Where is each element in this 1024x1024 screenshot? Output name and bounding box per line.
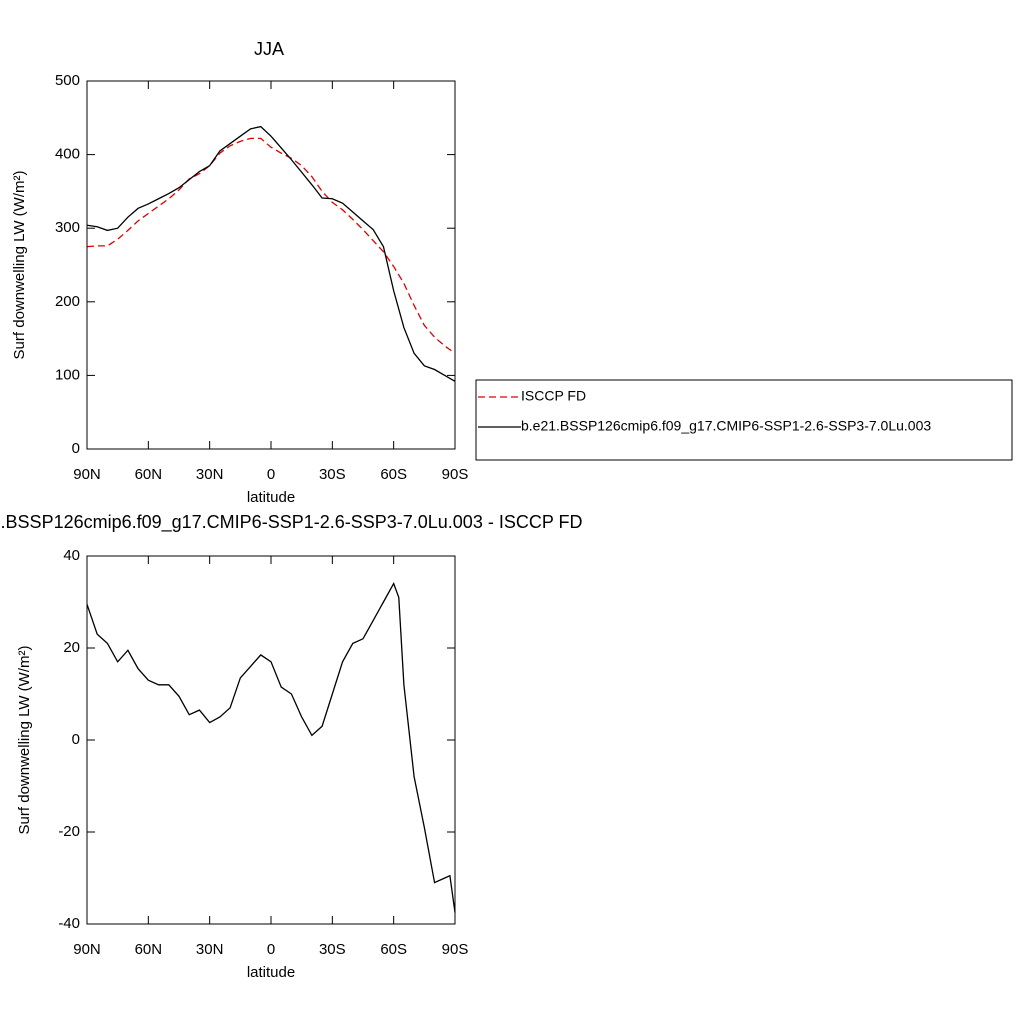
x-tick-label: 60N	[135, 466, 163, 483]
plot-frame	[86, 555, 456, 925]
chart-title: JJA	[254, 39, 284, 59]
x-tick-label: 90S	[442, 941, 469, 958]
y-tick-label: -40	[58, 915, 80, 932]
y-tick-label: 20	[63, 639, 80, 656]
y-tick-label: 40	[63, 547, 80, 564]
x-tick-label: 60S	[380, 466, 407, 483]
x-tick-label: 30N	[196, 466, 224, 483]
legend-label: b.e21.BSSP126cmip6.f09_g17.CMIP6-SSP1-2.…	[521, 418, 931, 434]
x-tick-label: 90N	[73, 941, 101, 958]
y-tick-label: 100	[55, 366, 80, 383]
y-tick-label: 0	[72, 731, 80, 748]
x-tick-label: 0	[267, 466, 275, 483]
y-tick-label: 400	[55, 146, 80, 163]
line-series	[86, 137, 456, 354]
chart-title: b.e21.BSSP126cmip6.f09_g17.CMIP6-SSP1-2.…	[0, 512, 583, 533]
x-tick-label: 60N	[135, 941, 163, 958]
y-tick-label: 200	[55, 293, 80, 310]
legend-box	[475, 379, 1013, 461]
plot-frame	[86, 80, 456, 450]
y-axis-label: Surf downwelling LW (W/m²)	[16, 646, 33, 835]
x-tick-label: 30S	[319, 466, 346, 483]
x-axis-label: latitude	[247, 489, 295, 506]
y-tick-label: 300	[55, 219, 80, 236]
x-axis-label: latitude	[247, 964, 295, 981]
y-tick-label: 500	[55, 72, 80, 89]
x-tick-label: 30S	[319, 941, 346, 958]
x-tick-label: 60S	[380, 941, 407, 958]
y-axis-label: Surf downwelling LW (W/m²)	[11, 171, 28, 360]
x-tick-label: 30N	[196, 941, 224, 958]
line-series	[86, 582, 456, 913]
x-tick-label: 90S	[442, 466, 469, 483]
legend-label: ISCCP FD	[521, 388, 586, 404]
x-tick-label: 0	[267, 941, 275, 958]
y-tick-label: -20	[58, 823, 80, 840]
x-tick-label: 90N	[73, 466, 101, 483]
line-series	[86, 125, 456, 382]
y-tick-label: 0	[72, 440, 80, 457]
